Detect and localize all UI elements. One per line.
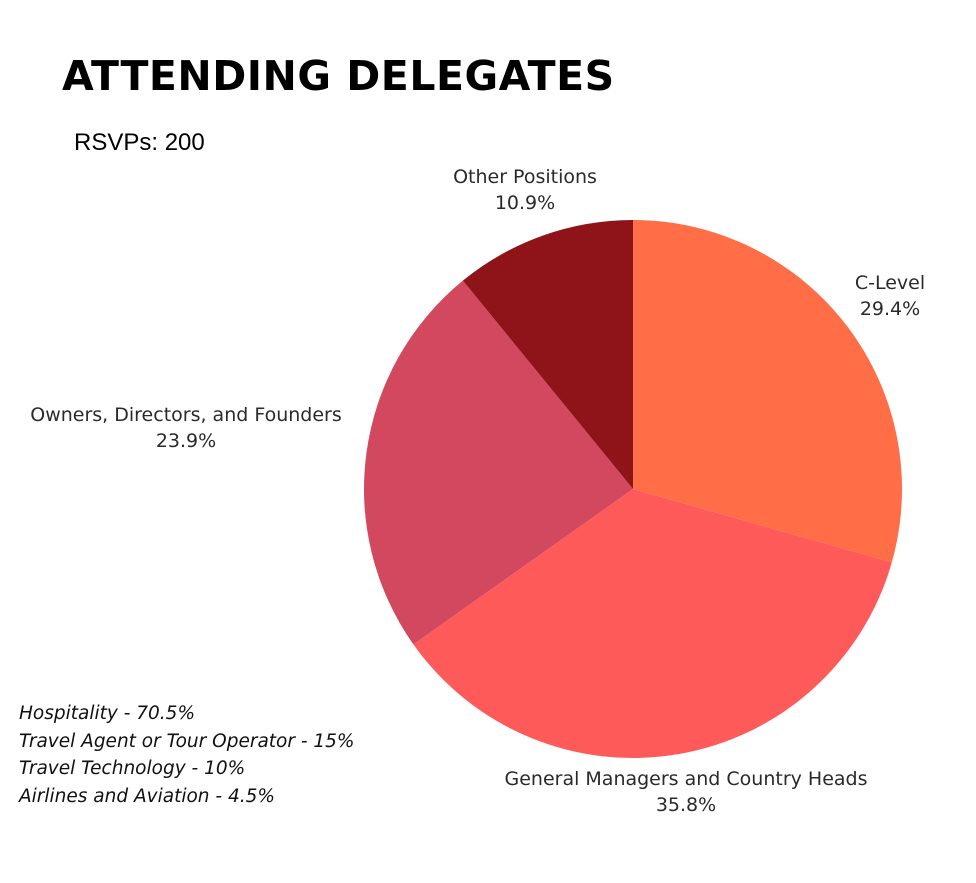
rsvp-count: RSVPs: 200: [74, 129, 205, 156]
pie-slice: [364, 280, 633, 645]
industry-breakdown: Hospitality - 70.5% Travel Agent or Tour…: [19, 700, 355, 810]
chart-title: ATTENDING DELEGATES: [62, 52, 615, 100]
pie-slice: [462, 220, 633, 489]
slice-value-label: 29.4%: [860, 298, 920, 320]
industry-item: Hospitality - 70.5%: [19, 703, 196, 724]
slice-value-label: 23.9%: [156, 430, 216, 452]
slice-label: Owners, Directors, and Founders: [30, 404, 342, 426]
pie-slice: [633, 220, 902, 563]
industry-item: Travel Agent or Tour Operator - 15%: [19, 730, 355, 752]
slice-label: General Managers and Country Heads: [504, 768, 867, 790]
pie-slice: [413, 489, 892, 758]
industry-item: Airlines and Aviation - 4.5%: [19, 785, 275, 807]
slice-value-label: 35.8%: [656, 794, 716, 816]
slice-label: C-Level: [855, 272, 925, 294]
slice-label: Other Positions: [453, 166, 597, 188]
industry-item: Travel Technology - 10%: [19, 758, 246, 779]
slice-value-label: 10.9%: [495, 192, 555, 214]
